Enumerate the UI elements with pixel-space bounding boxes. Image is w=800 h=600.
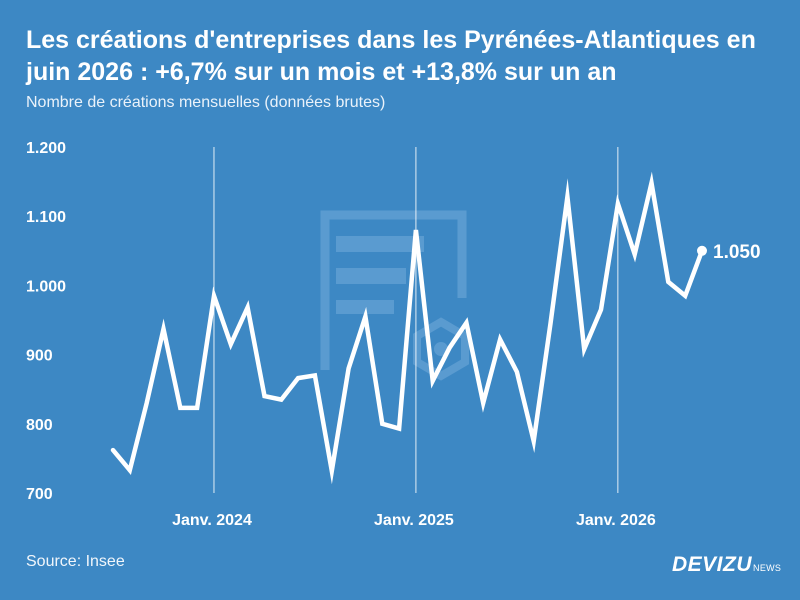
x-tick-label: Janv. 2024 (172, 512, 252, 529)
x-tick-label: Janv. 2026 (576, 512, 656, 529)
watermark-dot (434, 342, 448, 356)
chart-title: Les créations d'entreprises dans les Pyr… (26, 26, 756, 86)
end-value-label: 1.050 (713, 242, 761, 263)
end-point-marker (697, 245, 707, 256)
y-tick-label: 1.200 (26, 140, 66, 157)
chart-subtitle: Nombre de créations mensuelles (données … (26, 94, 386, 111)
y-tick-label: 900 (26, 348, 53, 365)
y-tick-label: 700 (26, 486, 53, 503)
x-axis-tick-labels: Janv. 2024 Janv. 2025 Janv. 2026 (172, 512, 656, 529)
watermark-bar (336, 236, 424, 252)
y-axis-tick-labels: 700 800 900 1.000 1.100 1.200 (26, 140, 66, 503)
source-note: Source: Insee (26, 553, 125, 570)
watermark-bar (336, 268, 406, 284)
brand-logo: DEVIZU NEWS (672, 553, 781, 577)
brand-suffix: NEWS (753, 563, 782, 573)
watermark-outline (320, 210, 467, 370)
document-icon (320, 210, 469, 381)
vertical-gridlines (213, 147, 619, 493)
watermark-hexagon (413, 317, 469, 381)
series-line (110, 171, 705, 485)
series-layer: 1.050 (110, 171, 761, 485)
y-tick-label: 800 (26, 417, 53, 434)
brand-name: DEVIZU (672, 553, 753, 576)
x-tick-label: Janv. 2025 (374, 512, 454, 529)
watermark-bar (336, 300, 394, 314)
y-tick-label: 1.000 (26, 278, 66, 295)
y-tick-label: 1.100 (26, 209, 66, 226)
